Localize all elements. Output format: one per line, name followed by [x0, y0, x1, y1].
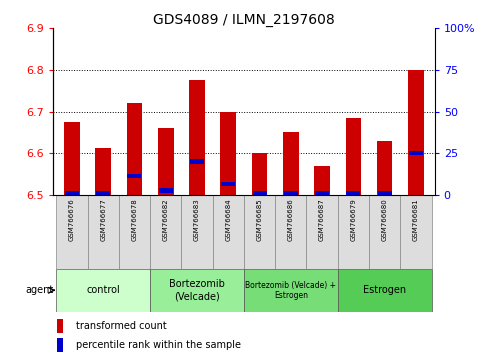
Bar [57, 319, 63, 333]
Bar [96, 190, 110, 195]
Bar [345, 118, 361, 195]
Bar [378, 190, 392, 195]
Text: GSM766684: GSM766684 [225, 199, 231, 241]
Text: GSM766681: GSM766681 [413, 199, 419, 241]
Bar [128, 174, 142, 178]
Bar [158, 128, 173, 195]
Bar [220, 112, 236, 195]
Bar [409, 151, 423, 155]
Text: GSM766678: GSM766678 [131, 199, 138, 241]
Text: Bortezomib (Velcade) +
Estrogen: Bortezomib (Velcade) + Estrogen [245, 281, 336, 300]
Bar [244, 269, 338, 312]
Bar [150, 195, 181, 269]
Text: Estrogen: Estrogen [363, 285, 406, 295]
Bar [190, 159, 204, 164]
Bar [56, 269, 150, 312]
Text: transformed count: transformed count [76, 321, 167, 331]
Bar [307, 195, 338, 269]
Bar [119, 195, 150, 269]
Title: GDS4089 / ILMN_2197608: GDS4089 / ILMN_2197608 [153, 13, 335, 27]
Bar [159, 188, 173, 193]
Bar [181, 195, 213, 269]
Bar [64, 122, 80, 195]
Text: GSM766683: GSM766683 [194, 199, 200, 241]
Bar [213, 195, 244, 269]
Bar [244, 195, 275, 269]
Bar [189, 80, 205, 195]
Bar [127, 103, 142, 195]
Text: percentile rank within the sample: percentile rank within the sample [76, 341, 241, 350]
Bar [338, 269, 432, 312]
Bar [65, 190, 79, 195]
Text: GSM766687: GSM766687 [319, 199, 325, 241]
Bar [252, 153, 268, 195]
Bar [150, 269, 244, 312]
Text: Bortezomib
(Velcade): Bortezomib (Velcade) [169, 279, 225, 301]
Text: control: control [86, 285, 120, 295]
Text: GSM766685: GSM766685 [256, 199, 263, 241]
Bar [284, 192, 298, 195]
Bar [377, 141, 393, 195]
Bar [338, 195, 369, 269]
Bar [57, 338, 63, 352]
Text: GSM766686: GSM766686 [288, 199, 294, 241]
Text: GSM766682: GSM766682 [163, 199, 169, 241]
Bar [315, 192, 329, 195]
Bar [221, 182, 235, 186]
Bar [346, 192, 360, 195]
Text: agent: agent [26, 285, 54, 295]
Bar [400, 195, 432, 269]
Bar [275, 195, 307, 269]
Bar [56, 195, 87, 269]
Bar [283, 132, 298, 195]
Bar [314, 166, 330, 195]
Text: GSM766679: GSM766679 [350, 199, 356, 241]
Bar [253, 192, 267, 195]
Text: GSM766676: GSM766676 [69, 199, 75, 241]
Text: GSM766677: GSM766677 [100, 199, 106, 241]
Bar [87, 195, 119, 269]
Text: GSM766680: GSM766680 [382, 199, 388, 241]
Bar [95, 148, 111, 195]
Bar [408, 70, 424, 195]
Bar [369, 195, 400, 269]
